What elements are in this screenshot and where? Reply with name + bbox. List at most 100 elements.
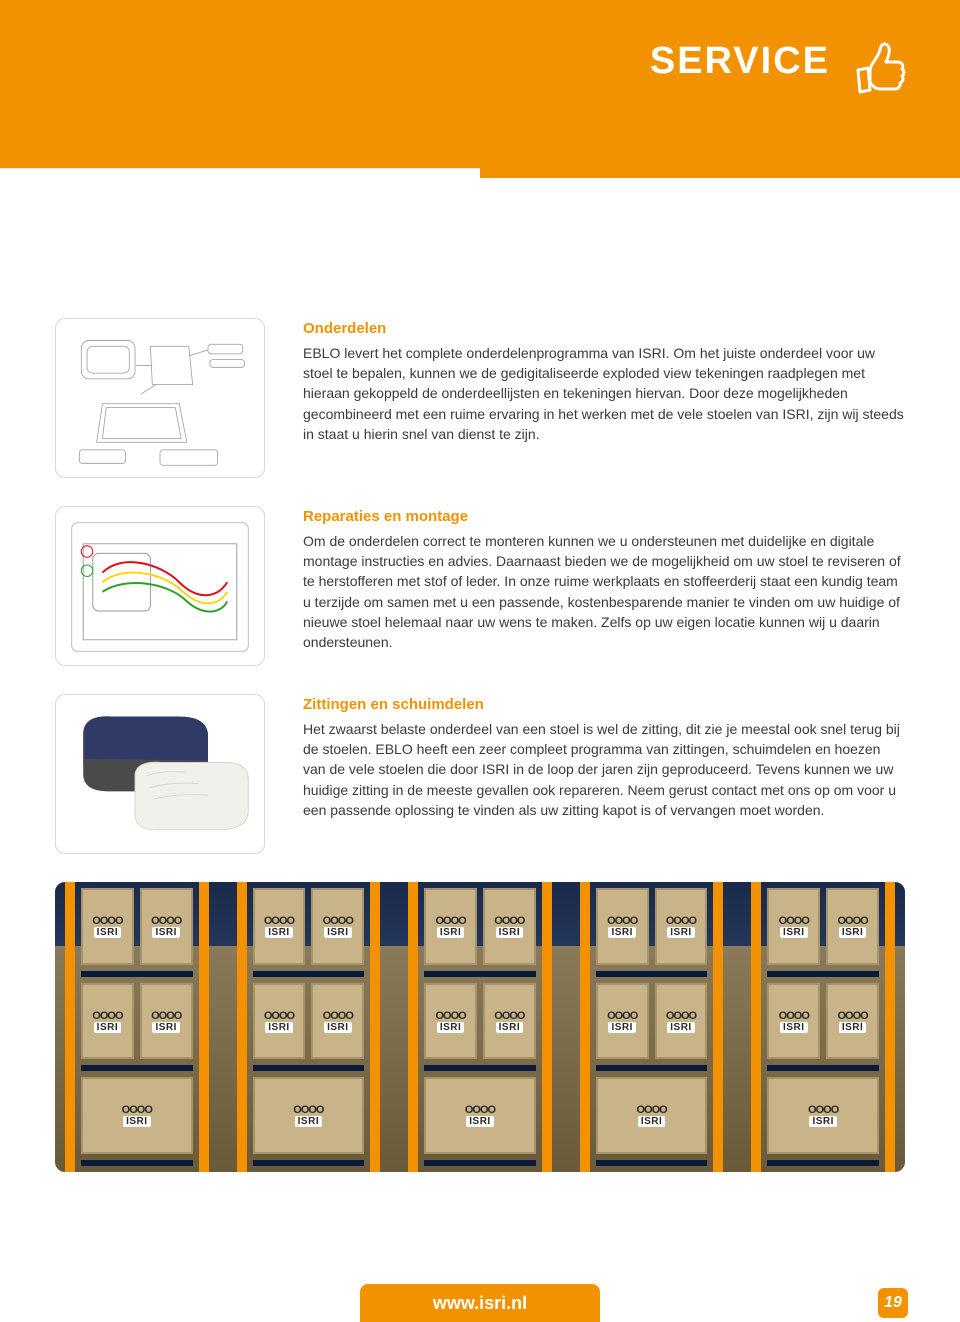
logo-rings: OOOO: [779, 1010, 809, 1022]
box-brand: ISRI: [437, 1022, 464, 1033]
shelf-beam: [767, 1160, 879, 1166]
isri-box: OOOOISRI: [311, 888, 364, 965]
box-brand: ISRI: [265, 927, 292, 938]
shelf-beam: [81, 1065, 193, 1071]
isri-box: OOOOISRI: [140, 888, 193, 965]
section-zittingen: Zittingen en schuimdelen Het zwaarst bel…: [55, 694, 905, 854]
rack-column: OOOOISRIOOOOISRIOOOOISRIOOOOISRIOOOOISRI: [237, 882, 381, 1172]
isri-box: OOOOISRI: [81, 983, 134, 1060]
section-text: Zittingen en schuimdelen Het zwaarst bel…: [303, 694, 905, 820]
isri-box: OOOOISRI: [767, 888, 820, 965]
box-brand: ISRI: [324, 927, 351, 938]
isri-box: OOOOISRI: [826, 888, 879, 965]
logo-rings: OOOO: [636, 1104, 666, 1116]
box-brand: ISRI: [839, 927, 866, 938]
logo-rings: OOOO: [92, 915, 122, 927]
box-brand: ISRI: [295, 1116, 322, 1127]
box-brand: ISRI: [94, 1022, 121, 1033]
section-heading: Reparaties en montage: [303, 506, 905, 528]
box-brand: ISRI: [809, 1116, 836, 1127]
shelf-beam: [424, 1160, 536, 1166]
logo-rings: OOOO: [435, 915, 465, 927]
shelf-beam: [424, 971, 536, 977]
logo-rings: OOOO: [151, 1010, 181, 1022]
exploded-view-thumbnail: [55, 318, 265, 478]
header-band: SERVICE: [0, 0, 960, 178]
page-number: 19: [878, 1288, 908, 1318]
isri-box: OOOOISRI: [483, 888, 536, 965]
section-reparaties: Reparaties en montage Om de onderdelen c…: [55, 506, 905, 666]
logo-rings: OOOO: [293, 1104, 323, 1116]
section-body: Om de onderdelen correct te monteren kun…: [303, 531, 905, 653]
box-brand: ISRI: [638, 1116, 665, 1127]
logo-rings: OOOO: [323, 1010, 353, 1022]
rack-column: OOOOISRIOOOOISRIOOOOISRIOOOOISRIOOOOISRI: [580, 882, 724, 1172]
isri-box: OOOOISRI: [483, 983, 536, 1060]
isri-box: OOOOISRI: [253, 1077, 365, 1154]
isri-box: OOOOISRI: [767, 983, 820, 1060]
logo-rings: OOOO: [323, 915, 353, 927]
logo-rings: OOOO: [666, 915, 696, 927]
box-row: OOOOISRIOOOOISRI: [424, 888, 536, 965]
section-onderdelen: Onderdelen EBLO levert het complete onde…: [55, 318, 905, 478]
shelf-beam: [81, 1160, 193, 1166]
box-brand: ISRI: [152, 927, 179, 938]
isri-box: OOOOISRI: [596, 1077, 708, 1154]
isri-box: OOOOISRI: [253, 888, 306, 965]
shelf-beam: [424, 1065, 536, 1071]
isri-box: OOOOISRI: [81, 1077, 193, 1154]
box-row: OOOOISRIOOOOISRI: [253, 888, 365, 965]
logo-rings: OOOO: [264, 1010, 294, 1022]
logo-rings: OOOO: [151, 915, 181, 927]
isri-box: OOOOISRI: [140, 983, 193, 1060]
isri-box: OOOOISRI: [311, 983, 364, 1060]
shelf-beam: [767, 971, 879, 977]
box-row: OOOOISRI: [253, 1077, 365, 1154]
box-brand: ISRI: [466, 1116, 493, 1127]
box-brand: ISRI: [608, 927, 635, 938]
rack-column: OOOOISRIOOOOISRIOOOOISRIOOOOISRIOOOOISRI: [408, 882, 552, 1172]
box-brand: ISRI: [839, 1022, 866, 1033]
content-area: Onderdelen EBLO levert het complete onde…: [0, 178, 960, 854]
shelf-beam: [253, 1065, 365, 1071]
logo-rings: OOOO: [666, 1010, 696, 1022]
box-row: OOOOISRIOOOOISRI: [767, 983, 879, 1060]
section-text: Onderdelen EBLO levert het complete onde…: [303, 318, 905, 444]
logo-rings: OOOO: [607, 915, 637, 927]
logo-rings: OOOO: [837, 1010, 867, 1022]
box-brand: ISRI: [324, 1022, 351, 1033]
warehouse-photo: OOOOISRIOOOOISRIOOOOISRIOOOOISRIOOOOISRI…: [55, 882, 905, 1172]
page-title: SERVICE: [650, 40, 830, 83]
box-row: OOOOISRIOOOOISRI: [424, 983, 536, 1060]
isri-box: OOOOISRI: [424, 888, 477, 965]
isri-box: OOOOISRI: [596, 983, 649, 1060]
box-brand: ISRI: [437, 927, 464, 938]
isri-box: OOOOISRI: [655, 888, 708, 965]
section-heading: Zittingen en schuimdelen: [303, 694, 905, 716]
logo-rings: OOOO: [465, 1104, 495, 1116]
thumbs-up-icon: [850, 36, 910, 106]
section-body: Het zwaarst belaste onderdeel van een st…: [303, 719, 905, 820]
logo-rings: OOOO: [122, 1104, 152, 1116]
box-brand: ISRI: [780, 927, 807, 938]
box-row: OOOOISRIOOOOISRI: [596, 888, 708, 965]
box-row: OOOOISRI: [424, 1077, 536, 1154]
box-brand: ISRI: [123, 1116, 150, 1127]
box-brand: ISRI: [780, 1022, 807, 1033]
shelf-beam: [596, 971, 708, 977]
box-brand: ISRI: [667, 927, 694, 938]
rack-column: OOOOISRIOOOOISRIOOOOISRIOOOOISRIOOOOISRI: [751, 882, 895, 1172]
section-heading: Onderdelen: [303, 318, 905, 340]
logo-rings: OOOO: [808, 1104, 838, 1116]
footer-url: www.isri.nl: [360, 1284, 600, 1322]
box-row: OOOOISRI: [596, 1077, 708, 1154]
rack-column: OOOOISRIOOOOISRIOOOOISRIOOOOISRIOOOOISRI: [65, 882, 209, 1172]
header-notch: [0, 168, 480, 180]
box-brand: ISRI: [152, 1022, 179, 1033]
isri-box: OOOOISRI: [596, 888, 649, 965]
isri-box: OOOOISRI: [424, 983, 477, 1060]
shelf-beam: [596, 1160, 708, 1166]
box-row: OOOOISRIOOOOISRI: [767, 888, 879, 965]
shelf-beam: [253, 1160, 365, 1166]
box-brand: ISRI: [265, 1022, 292, 1033]
